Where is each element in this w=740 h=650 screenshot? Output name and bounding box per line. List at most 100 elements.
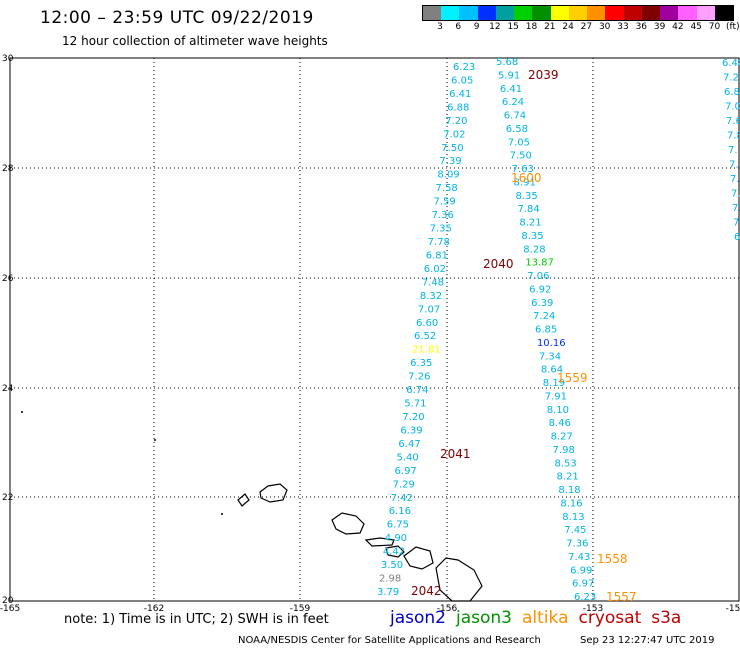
lat-label: 20	[2, 596, 14, 606]
wave-height-value: 7.36	[432, 210, 454, 221]
wave-height-value: 8.91	[514, 177, 536, 188]
map-subtitle: 12 hour collection of altimeter wave hei…	[62, 34, 328, 48]
wave-height-value: 7.2	[723, 73, 739, 84]
wave-height-value: 6.8	[724, 87, 740, 98]
wave-height-value: 7.02	[443, 129, 465, 140]
wave-height-value: 8.35	[521, 231, 543, 242]
colorbar-tick: 9	[473, 22, 480, 32]
wave-height-value: 5.71	[404, 399, 426, 410]
wave-height-value: 8.21	[519, 218, 541, 229]
wave-height-value: 7.43	[568, 552, 590, 563]
wave-height-value: 6.16	[389, 506, 411, 517]
wave-height-value: 6.35	[410, 358, 432, 369]
colorbar-swatch	[532, 6, 551, 20]
satellite-jason3: jason3	[456, 608, 512, 628]
wave-height-value: 6.23	[574, 592, 596, 603]
lon-label: -153	[583, 604, 603, 614]
wave-height-value: 6.23	[453, 62, 475, 73]
wave-height-value: 5.40	[396, 452, 418, 463]
satellite-jason2: jason2	[390, 608, 446, 628]
wave-height-value: 10.16	[537, 338, 566, 349]
colorbar-swatch	[495, 6, 515, 20]
pass-time-label: 2041	[440, 447, 471, 461]
wave-height-value: 7.8	[727, 131, 740, 142]
colorbar-swatch	[441, 6, 460, 20]
colorbar-swatch	[660, 6, 679, 20]
wave-height-value: 8.27	[551, 432, 573, 443]
colorbar-swatch	[587, 6, 606, 20]
wave-height-value: 8.32	[420, 291, 442, 302]
wave-height-value: 7.	[733, 218, 740, 229]
wave-height-value: 3.50	[381, 560, 403, 571]
wave-height-value: 7.58	[435, 183, 457, 194]
colorbar-tick: 3	[437, 22, 443, 32]
wave-height-value: 7.07	[418, 304, 440, 315]
pass-time-label: 2040	[483, 257, 514, 271]
wave-height-value: 7.48	[422, 277, 444, 288]
wave-height-value: 7.91	[545, 391, 567, 402]
pass-time-label: 1559	[557, 371, 588, 385]
island-outline	[403, 546, 434, 570]
wave-height-value: 6.74	[504, 111, 526, 122]
wave-height-value: 7.20	[445, 116, 467, 127]
wave-height-value: 8.16	[560, 498, 582, 509]
wave-height-value: 6.39	[531, 298, 553, 309]
wave-height-value: 5.91	[498, 70, 520, 81]
colorbar-tick: 21	[544, 22, 556, 32]
colorbar-swatch	[641, 6, 661, 20]
colorbar-swatch	[550, 6, 569, 20]
wave-height-value: 6.58	[506, 124, 528, 135]
wave-height-value: 7.24	[533, 311, 555, 322]
lon-label: -162	[144, 604, 164, 614]
wave-height-value: 8.46	[549, 418, 571, 429]
wave-height-value: 7.63	[512, 164, 534, 175]
wave-height-value: 6.05	[451, 75, 473, 86]
colorbar-swatch	[514, 6, 533, 20]
colorbar-tick: 33	[617, 22, 629, 32]
wave-height-value: 8.18	[558, 485, 580, 496]
wave-height-value: 6.60	[416, 318, 438, 329]
colorbar-tick: 42	[672, 22, 684, 32]
wave-height-value: 6.39	[400, 425, 422, 436]
wave-height-value: 7.06	[527, 271, 549, 282]
lon-label: -156	[437, 604, 458, 614]
satellite-legend: jason2 jason3 altika cryosat s3a	[390, 608, 691, 628]
wave-height-value: 7.35	[430, 224, 452, 235]
timestamp-text: Sep 23 12:27:47 UTC 2019	[580, 635, 715, 646]
wave-height-value: 6.81	[426, 250, 448, 261]
wave-height-value: 8.09	[437, 170, 459, 181]
pass-time-label: 1557	[606, 590, 637, 604]
wave-height-value: 6.24	[502, 97, 524, 108]
wave-height-value: 7.45	[564, 525, 586, 536]
wave-height-value: 7.42	[391, 493, 413, 504]
island-outline	[435, 557, 483, 602]
colorbar-tick: 24	[562, 22, 574, 32]
wave-height-value: 7.36	[566, 539, 588, 550]
island-outline	[385, 545, 405, 558]
wave-height-value: 7.	[729, 160, 739, 171]
wave-height-value: 21.81	[412, 345, 441, 356]
wave-height-value: 8.35	[516, 191, 538, 202]
wave-height-value: 6.88	[447, 102, 469, 113]
wave-height-value: 6.48	[722, 58, 740, 69]
wave-height-value: 3.79	[377, 587, 399, 598]
island-outline	[237, 493, 250, 507]
wave-height-value: 4.42	[383, 547, 405, 558]
wave-height-value: 6.97	[395, 466, 417, 477]
pass-time-label: 2039	[528, 68, 559, 82]
wave-height-value: 8.64	[541, 365, 563, 376]
island-outline	[331, 512, 365, 535]
colorbar-swatch	[696, 6, 715, 20]
satellite-cryosat: cryosat	[578, 608, 642, 628]
lat-label: 24	[2, 384, 14, 394]
wave-height-colorbar	[422, 5, 734, 21]
wave-height-value: 7.39	[439, 156, 461, 167]
wave-height-value: 8.10	[547, 405, 569, 416]
wave-height-value: 7.	[732, 203, 740, 214]
colorbar-swatch	[623, 6, 642, 20]
wave-height-value: 7.	[731, 189, 740, 200]
colorbar-tick: 12	[489, 22, 501, 32]
wave-height-value: 7.	[728, 145, 738, 156]
wave-height-value: 7.59	[434, 197, 456, 208]
